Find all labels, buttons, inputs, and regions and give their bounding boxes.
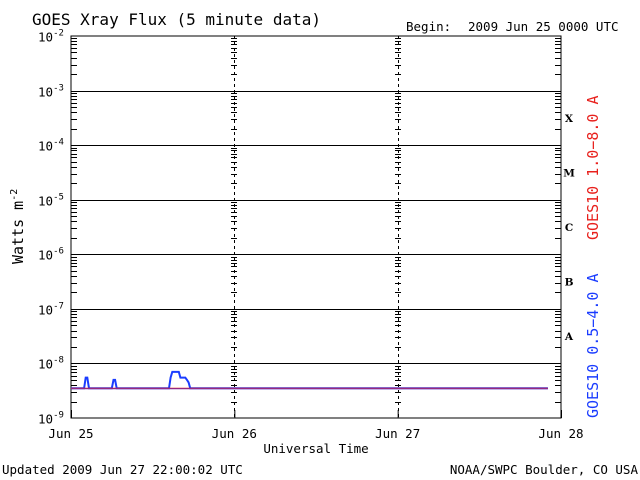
begin-label: Begin: [406, 19, 451, 34]
y-axis-label: Watts m [9, 201, 27, 264]
series-lines [71, 370, 548, 390]
series-line-2 [71, 370, 548, 390]
y-axis-ticks: 10-2 10-3 10-4 10-5 10-6 10-7 10-8 10-9 [38, 29, 64, 427]
plot-border [70, 35, 562, 419]
y-tick-label: 10-3 [38, 84, 64, 100]
minor-ticks [71, 38, 561, 403]
y-tick-label: 10-5 [38, 193, 64, 209]
x-axis-label: Universal Time [263, 441, 368, 456]
grid-lines [71, 36, 561, 418]
flare-class-label: A [564, 331, 574, 343]
legend-series-1: GOES10 1.0−8.0 A [584, 96, 602, 241]
y-axis-label-exponent: -2 [9, 189, 20, 201]
plot-area [70, 35, 562, 419]
y-tick-label: 10-4 [38, 138, 64, 154]
x-tick-label: Jun 28 [538, 426, 583, 441]
credit-label: NOAA/SWPC Boulder, CO USA [450, 462, 639, 477]
begin-value: 2009 Jun 25 0000 UTC [468, 19, 619, 34]
y-tick-label: 10-9 [38, 411, 64, 427]
svg-text:Watts m-2: Watts m-2 [9, 189, 27, 264]
chart-title: GOES Xray Flux (5 minute data) [32, 10, 321, 29]
y-tick-label: 10-6 [38, 247, 64, 263]
flare-class-label: B [565, 277, 574, 289]
flare-class-label: X [565, 113, 574, 125]
flare-class-label: C [565, 222, 573, 234]
x-axis-ticks: Jun 25 Jun 26 Jun 27 Jun 28 [48, 410, 584, 441]
x-tick-label: Jun 26 [212, 426, 257, 441]
updated-timestamp: Updated 2009 Jun 27 22:00:02 UTC [2, 462, 243, 477]
y-tick-label: 10-2 [38, 29, 64, 45]
y-axis-label-group: Watts m-2 [9, 189, 27, 264]
legend-series-2: GOES10 0.5−4.0 A [584, 274, 602, 419]
y-tick-label: 10-7 [38, 302, 64, 318]
flare-class-label: M [563, 167, 575, 179]
y-tick-label: 10-8 [38, 356, 64, 372]
x-tick-label: Jun 25 [48, 426, 93, 441]
x-tick-label: Jun 27 [375, 426, 420, 441]
flare-class-labels: X M C B A [563, 113, 575, 343]
